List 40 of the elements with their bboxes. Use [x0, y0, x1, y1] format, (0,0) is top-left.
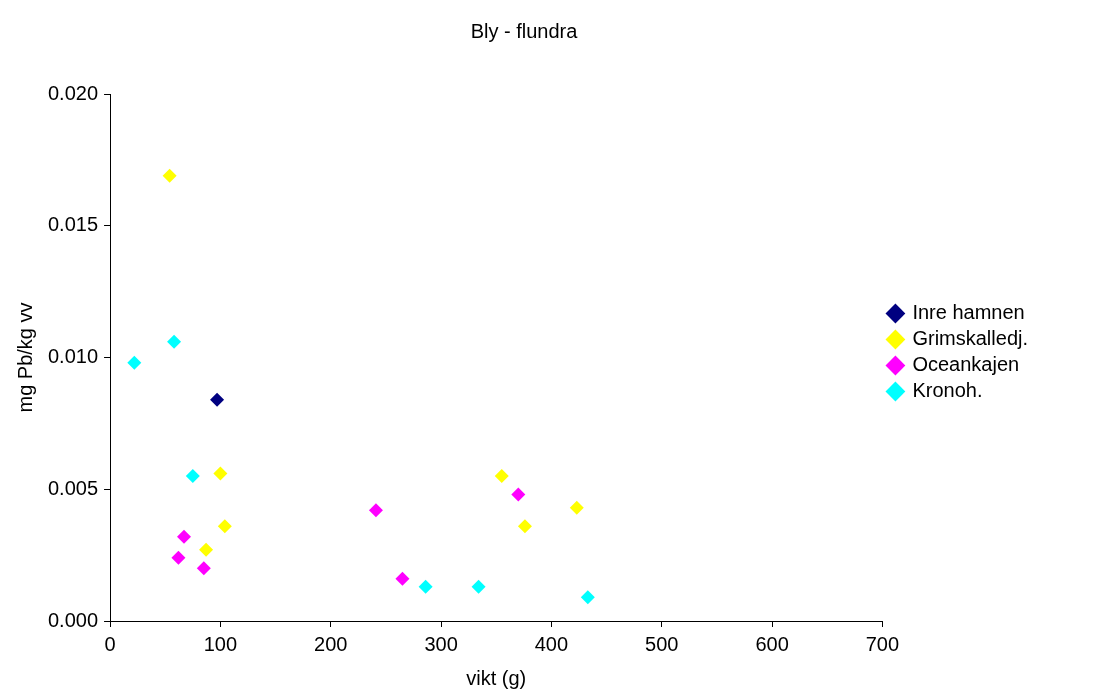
- legend-label: Oceankajen: [912, 353, 1020, 376]
- point: [569, 500, 584, 515]
- y-tick-label: 0.010: [47, 345, 99, 368]
- point: [368, 503, 383, 518]
- y-tick-label: 0.000: [47, 608, 99, 631]
- point: [511, 487, 526, 502]
- legend-label: Inre hamnen: [912, 301, 1025, 324]
- point: [494, 469, 509, 484]
- x-tick-label: 400: [534, 632, 569, 655]
- x-tick-label: 0: [104, 632, 116, 655]
- x-tick-label: 600: [755, 632, 789, 655]
- point: [162, 168, 177, 183]
- point: [580, 590, 595, 605]
- point: [471, 579, 486, 594]
- y-tick-label: 0.020: [47, 81, 99, 104]
- chart-title: Bly - flundra: [470, 19, 579, 42]
- point: [196, 561, 211, 576]
- x-tick-label: 500: [645, 632, 679, 655]
- x-tick-label: 100: [203, 632, 238, 655]
- x-tick-label: 700: [865, 632, 900, 655]
- point: [185, 469, 200, 484]
- x-tick-label: 300: [424, 632, 458, 655]
- point: [176, 529, 191, 544]
- y-tick-label: 0.005: [47, 476, 99, 499]
- point: [517, 519, 532, 534]
- point: [199, 542, 214, 557]
- point: [127, 355, 142, 370]
- point: [418, 579, 433, 594]
- point: [171, 550, 186, 565]
- legend-label: Kronoh.: [912, 379, 983, 402]
- y-axis-title: mg Pb/kg vv: [13, 302, 36, 413]
- point: [210, 392, 225, 407]
- x-tick-label: 200: [314, 632, 348, 655]
- point: [395, 571, 410, 586]
- x-axis-title: vikt (g): [466, 666, 527, 689]
- point: [213, 466, 228, 481]
- legend-label: Grimskalledj.: [912, 327, 1028, 350]
- y-tick-label: 0.015: [47, 213, 99, 236]
- point: [167, 334, 182, 349]
- point: [217, 519, 232, 534]
